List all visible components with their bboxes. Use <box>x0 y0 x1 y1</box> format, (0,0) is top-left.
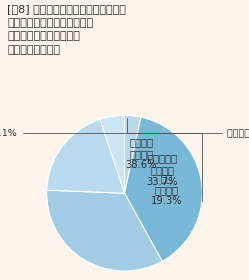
Wedge shape <box>100 115 124 193</box>
Text: そう思う 3.4%: そう思う 3.4% <box>127 118 249 137</box>
Wedge shape <box>47 190 162 271</box>
Text: [図8] 倫理法・倫理規程により、国家
公務員が問題となる接待等を
受けなくなったと思うか
（市民モニター）: [図8] 倫理法・倫理規程により、国家 公務員が問題となる接待等を 受けなくなっ… <box>7 4 126 55</box>
Text: そう
思わない
19.3%: そう 思わない 19.3% <box>151 173 182 206</box>
Text: 分からない 5.1%: 分からない 5.1% <box>0 128 202 201</box>
Wedge shape <box>124 117 202 261</box>
Text: ある程度
そう思う
38.6%: ある程度 そう思う 38.6% <box>125 137 157 170</box>
Text: あまりそう
思わない
33.7%: あまりそう 思わない 33.7% <box>147 154 178 187</box>
Wedge shape <box>47 119 124 193</box>
Wedge shape <box>124 115 141 193</box>
